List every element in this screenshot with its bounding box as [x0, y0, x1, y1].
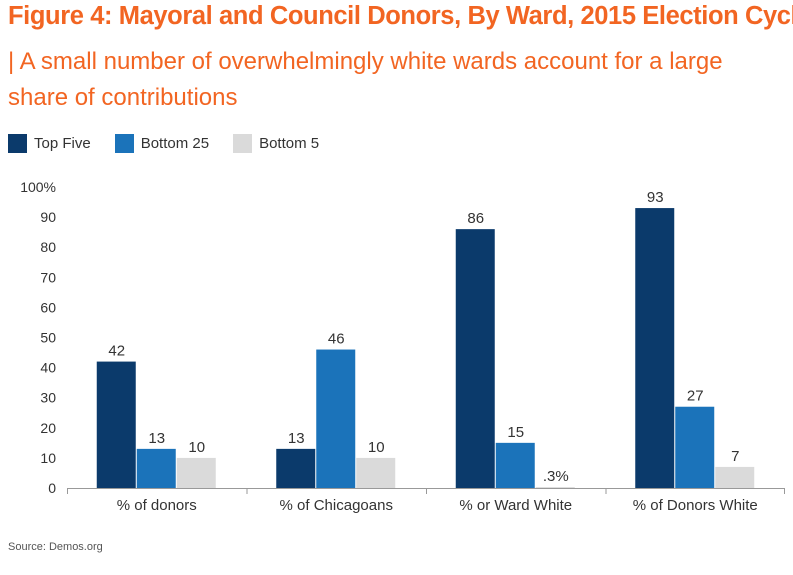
data-label: 13 — [148, 430, 165, 447]
y-tick-label: 10 — [40, 450, 56, 466]
x-tick-label: % or Ward White — [459, 497, 572, 514]
legend-label-top-five: Top Five — [34, 134, 91, 152]
legend-swatch-bottom-5 — [233, 133, 253, 153]
data-label: 42 — [108, 343, 125, 360]
y-tick-label: 90 — [40, 209, 56, 225]
data-label: 15 — [507, 424, 524, 441]
bar-bottom-25 — [495, 442, 535, 488]
bar-bottom-25 — [136, 448, 176, 488]
x-tick-label: % of donors — [117, 497, 197, 514]
bar-bottom-25 — [675, 406, 715, 488]
data-label: 46 — [328, 331, 345, 348]
y-tick-label: 100% — [20, 179, 56, 195]
y-tick-label: 40 — [40, 360, 56, 376]
legend-label-bottom-5: Bottom 5 — [259, 134, 320, 152]
data-label: 93 — [647, 189, 664, 206]
legend-item-bottom-25: Bottom 25 — [114, 133, 210, 153]
x-tick-label: % of Chicagoans — [280, 497, 393, 514]
data-label: 10 — [188, 439, 205, 456]
y-tick-label: 0 — [48, 480, 56, 496]
bar-bottom-5 — [356, 457, 396, 488]
y-tick-label: 60 — [40, 299, 56, 315]
data-label: 86 — [467, 210, 484, 227]
data-label: .3% — [543, 468, 569, 485]
y-tick-label: 50 — [40, 330, 56, 346]
y-tick-label: 30 — [40, 390, 56, 406]
legend-swatch-bottom-25 — [114, 133, 134, 153]
bar-top-five — [635, 208, 675, 488]
y-tick-label: 70 — [40, 269, 56, 285]
legend-item-bottom-5: Bottom 5 — [233, 133, 320, 153]
legend-item-top-five: Top Five — [8, 133, 91, 153]
source-note: Source: Demos.org — [8, 541, 103, 553]
y-tick-label: 20 — [40, 420, 56, 436]
legend-swatch-top-five — [8, 133, 27, 153]
data-label: 13 — [288, 430, 305, 447]
bar-chart: 0 10 20 30 40 50 60 70 80 90 100% 42 13 10 % of donors… — [20, 179, 785, 514]
bar-bottom-5 — [176, 457, 216, 488]
x-tick-label: % of Donors White — [633, 497, 758, 514]
bar-top-five — [276, 448, 316, 488]
data-label: 7 — [731, 448, 739, 465]
data-label: 27 — [687, 388, 704, 405]
chart-subtitle: | A small number of overwhelmingly white… — [8, 48, 723, 111]
legend-label-bottom-25: Bottom 25 — [140, 134, 210, 152]
data-label: 10 — [368, 439, 385, 456]
bar-bottom-25 — [316, 349, 356, 488]
legend: Top Five Bottom 25 Bottom 5 — [8, 133, 343, 153]
y-tick-label: 80 — [40, 239, 56, 255]
bar-top-five — [455, 229, 495, 488]
bar-bottom-5 — [715, 466, 755, 488]
bar-bottom-5 — [535, 487, 575, 488]
chart-title: Figure 4: Mayoral and Council Donors, By… — [8, 2, 793, 30]
bar-top-five — [96, 361, 136, 488]
